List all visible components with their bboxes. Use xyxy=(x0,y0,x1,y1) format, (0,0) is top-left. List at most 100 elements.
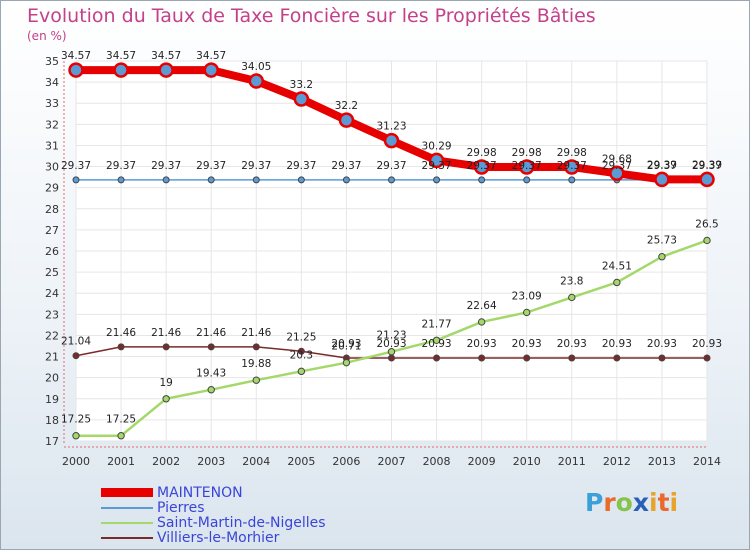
data-point xyxy=(658,354,666,362)
y-tick-label: 30 xyxy=(45,161,59,174)
x-tick-label: 2008 xyxy=(423,455,451,468)
data-label: 24.51 xyxy=(602,260,632,272)
y-tick-label: 24 xyxy=(45,287,59,300)
data-point xyxy=(523,354,531,362)
data-point xyxy=(383,132,400,149)
data-point xyxy=(654,171,670,188)
data-point xyxy=(162,343,170,351)
x-tick-label: 2013 xyxy=(648,455,676,468)
x-tick-label: 2011 xyxy=(558,455,586,468)
data-point xyxy=(613,354,621,362)
data-label: 29.37 xyxy=(422,160,452,172)
data-point xyxy=(523,176,531,184)
data-point xyxy=(658,253,666,261)
data-label: 20.93 xyxy=(422,338,452,350)
data-label: 29.98 xyxy=(557,147,587,159)
x-tick-label: 2007 xyxy=(378,455,406,468)
data-label: 33.2 xyxy=(290,79,313,91)
y-tick-label: 22 xyxy=(45,329,59,342)
data-point xyxy=(388,354,395,362)
data-point xyxy=(564,159,580,175)
proxiti-logo: Proxiti xyxy=(585,488,679,517)
data-label: 29.98 xyxy=(512,147,542,159)
x-tick-label: 2005 xyxy=(287,455,315,468)
data-label: 21.46 xyxy=(196,327,226,339)
data-label: 20.93 xyxy=(512,338,542,350)
legend: MAINTENON Pierres Saint-Martin-de-Nigell… xyxy=(101,484,326,546)
data-label: 34.57 xyxy=(61,50,91,62)
y-tick-label: 20 xyxy=(45,372,59,385)
data-label: 22.64 xyxy=(467,300,497,312)
data-label: 29.37 xyxy=(61,160,91,172)
data-point xyxy=(252,376,260,384)
data-label: 21.23 xyxy=(376,330,406,342)
data-label: 29.37 xyxy=(647,160,677,172)
data-label: 20.93 xyxy=(602,338,632,350)
data-point xyxy=(523,308,531,317)
data-point xyxy=(568,354,576,362)
data-point xyxy=(252,176,260,184)
data-point xyxy=(68,62,84,78)
data-label: 19.88 xyxy=(241,358,271,370)
y-tick-label: 17 xyxy=(45,435,59,448)
legend-swatch-saint-martin xyxy=(101,521,153,524)
series-layer xyxy=(68,62,715,440)
x-tick-label: 2004 xyxy=(242,455,270,468)
data-label: 29.37 xyxy=(376,160,406,172)
legend-label-maintenon: MAINTENON xyxy=(157,484,243,501)
legend-item-maintenon: MAINTENON xyxy=(101,484,326,501)
x-tick-label: 2010 xyxy=(513,455,541,468)
data-label: 34.57 xyxy=(151,50,181,62)
data-point xyxy=(72,352,80,360)
data-point xyxy=(248,73,265,89)
data-point xyxy=(432,336,441,344)
data-label: 34.57 xyxy=(196,50,226,62)
data-label: 20.93 xyxy=(557,338,587,350)
data-label: 21.46 xyxy=(151,327,181,339)
x-tick-label: 2006 xyxy=(332,455,360,468)
data-label: 34.57 xyxy=(106,50,136,62)
data-point xyxy=(568,176,576,184)
data-point xyxy=(609,165,625,182)
legend-label-pierres: Pierres xyxy=(157,499,205,516)
y-tick-label: 19 xyxy=(45,393,59,406)
data-point xyxy=(113,62,129,78)
axis-layer: 17 18 19 20 21 22 23 24 25 26 27 28 29 30 31 32 33 34 35 20… xyxy=(45,55,721,468)
data-point xyxy=(703,236,711,245)
data-point xyxy=(158,62,174,78)
data-point xyxy=(297,367,306,376)
data-point xyxy=(162,395,170,403)
y-tick-label: 34 xyxy=(45,76,59,89)
data-point xyxy=(162,176,170,184)
data-label: 29.37 xyxy=(241,160,271,172)
data-label: 29.37 xyxy=(151,160,181,172)
data-point xyxy=(117,432,125,440)
x-tick-label: 2001 xyxy=(107,455,135,468)
data-point xyxy=(518,159,535,175)
data-point xyxy=(207,176,215,184)
data-label: 29.37 xyxy=(602,160,632,172)
chart-title: Evolution du Taux de Taxe Foncière sur l… xyxy=(27,5,596,27)
data-label: 21.46 xyxy=(241,327,271,339)
x-tick-label: 2002 xyxy=(152,455,180,468)
data-label: 31.23 xyxy=(376,121,406,133)
data-label: 25.73 xyxy=(647,235,677,247)
data-point xyxy=(613,278,621,287)
data-label: 29.37 xyxy=(512,160,542,172)
y-axis-unit-label: (en %) xyxy=(27,29,67,43)
data-point xyxy=(117,176,125,184)
data-label: 29.98 xyxy=(467,147,497,159)
data-point xyxy=(338,112,355,128)
data-point xyxy=(207,386,215,394)
data-label: 21.25 xyxy=(286,331,316,343)
data-label: 21.46 xyxy=(106,327,136,339)
data-label: 29.37 xyxy=(196,160,226,172)
y-tick-label: 28 xyxy=(45,203,59,216)
y-tick-label: 25 xyxy=(45,266,59,279)
data-label: 30.29 xyxy=(422,140,452,152)
data-label: 29.37 xyxy=(286,160,316,172)
legend-item-saint-martin: Saint-Martin-de-Nigelles xyxy=(101,515,326,531)
x-tick-label: 2000 xyxy=(62,455,90,468)
